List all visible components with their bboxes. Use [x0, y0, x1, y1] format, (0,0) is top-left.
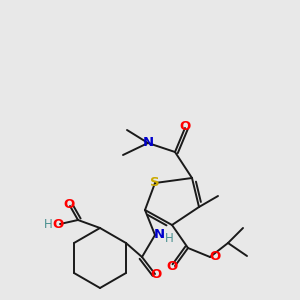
- Text: H: H: [165, 232, 173, 244]
- Text: N: N: [142, 136, 154, 149]
- Text: H: H: [44, 218, 52, 230]
- Text: O: O: [167, 260, 178, 274]
- Text: O: O: [52, 218, 64, 230]
- Text: O: O: [63, 199, 75, 212]
- Text: S: S: [150, 176, 160, 190]
- Text: O: O: [209, 250, 220, 263]
- Text: O: O: [150, 268, 162, 281]
- Text: N: N: [153, 229, 165, 242]
- Text: O: O: [179, 119, 191, 133]
